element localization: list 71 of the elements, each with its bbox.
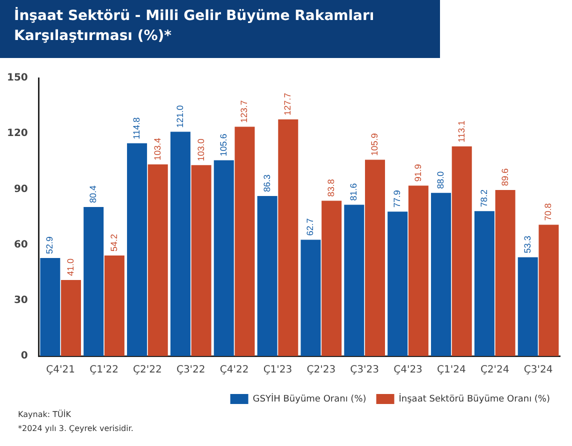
bar <box>191 165 212 356</box>
x-tick-label: Ç4'23 <box>394 364 422 376</box>
bar <box>474 211 494 356</box>
data-label: 127.7 <box>282 92 293 116</box>
data-label: 121.0 <box>174 105 185 128</box>
text: *2024 yılı 3. Çeyrek verisidir. <box>18 423 134 435</box>
y-tick-label: 0 <box>20 350 28 362</box>
bar <box>104 256 124 356</box>
y-tick-label: 90 <box>14 184 28 195</box>
x-tick-label: Ç2'22 <box>133 364 162 376</box>
bar <box>234 126 255 356</box>
x-tick-label: Ç1'22 <box>90 364 118 376</box>
bar <box>257 196 278 356</box>
data-label: 80.4 <box>88 185 98 203</box>
data-label: 81.6 <box>348 183 359 201</box>
data-label: 114.8 <box>132 117 142 140</box>
data-label: 91.9 <box>412 164 423 182</box>
bar <box>170 132 190 356</box>
y-tick-label: 120 <box>7 128 28 140</box>
x-tick-label: Ç1'24 <box>437 364 466 376</box>
legend-label: GSYİH Büyüme Oranı (%) <box>252 392 366 404</box>
x-tick-label: Ç2'24 <box>480 364 510 376</box>
data-label: 89.6 <box>500 168 510 186</box>
bar <box>364 160 386 356</box>
data-label: 83.8 <box>326 179 336 197</box>
data-label: 77.9 <box>392 190 402 208</box>
bar <box>495 190 516 356</box>
x-tick-label: Ç4'22 <box>220 364 249 376</box>
y-tick-label: 150 <box>7 72 28 84</box>
bar <box>538 224 559 356</box>
y-tick-label: 60 <box>14 239 28 250</box>
bar <box>408 186 428 356</box>
x-tick-label: Ç1'23 <box>263 364 292 376</box>
bar <box>300 240 321 356</box>
data-label: 123.7 <box>239 100 250 123</box>
bar <box>148 164 168 356</box>
bar <box>431 192 452 356</box>
text: Kaynak: TÜİK <box>18 408 72 421</box>
y-tick-label: 30 <box>14 294 28 306</box>
data-label: 86.3 <box>262 174 272 192</box>
bar <box>322 200 342 356</box>
data-label: 70.8 <box>543 203 554 221</box>
bar <box>127 143 148 356</box>
bar <box>344 204 364 356</box>
data-label: 105.9 <box>369 133 380 156</box>
bar <box>214 160 234 356</box>
x-tick-label: Ç4'21 <box>46 364 75 376</box>
legend-label: İnşaat Sektörü Büyüme Oranı (%) <box>398 392 550 404</box>
bar <box>518 257 538 356</box>
x-tick-label: Ç2'23 <box>306 364 336 376</box>
data-label: 88.0 <box>435 171 446 189</box>
data-label: 103.4 <box>152 138 162 160</box>
data-label: 78.2 <box>478 190 489 208</box>
chart-title: İnşaat Sektörü - Milli Gelir Büyüme Rakamları Karşılaştırması (%)* <box>0 0 440 58</box>
x-tick-label: Ç3'22 <box>176 364 206 376</box>
bar <box>278 119 298 356</box>
data-label: 54.2 <box>108 234 119 252</box>
data-label: 105.6 <box>218 134 228 156</box>
data-label: 41.0 <box>65 258 76 276</box>
data-label: 53.3 <box>522 236 532 254</box>
data-label: 103.0 <box>196 138 206 162</box>
bar <box>40 258 60 356</box>
data-label: 62.7 <box>305 218 316 236</box>
bar <box>388 212 408 356</box>
data-label: 113.1 <box>456 120 466 142</box>
data-label: 52.9 <box>44 236 55 254</box>
x-tick-label: Ç3'23 <box>350 364 379 376</box>
bar <box>84 206 104 356</box>
bar <box>61 280 82 356</box>
x-tick-label: Ç3'24 <box>524 364 553 376</box>
bar <box>452 146 472 356</box>
